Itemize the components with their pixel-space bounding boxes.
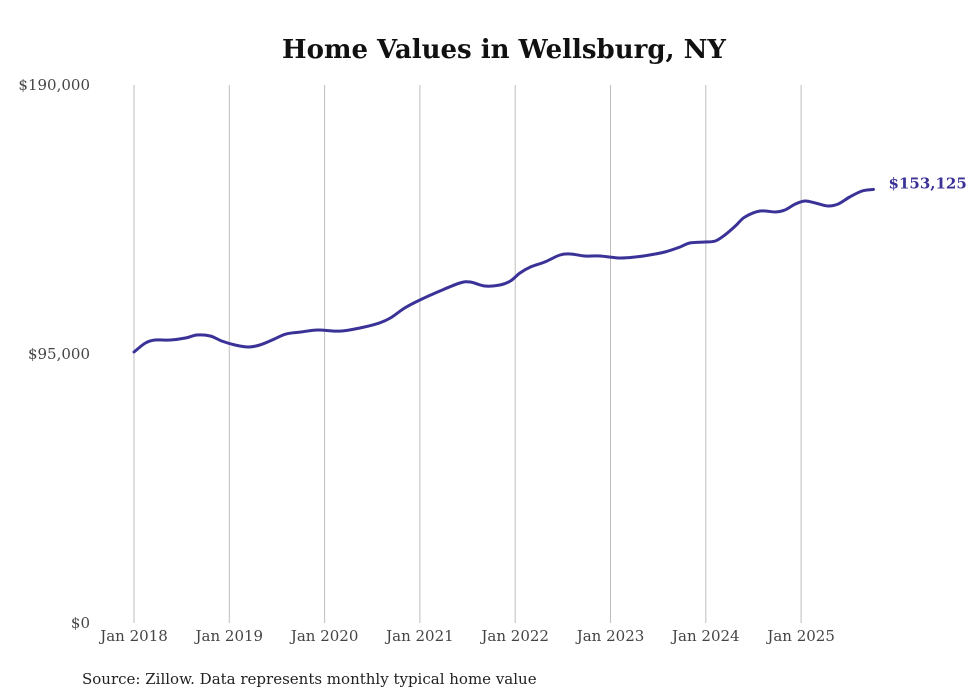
- chart-title: Home Values in Wellsburg, NY: [282, 35, 726, 65]
- x-tick-label: Jan 2018: [98, 627, 168, 645]
- x-axis: Jan 2018 Jan 2019 Jan 2020 Jan 2021 Jan 2022…: [98, 627, 835, 645]
- series-line: [132, 187, 876, 354]
- x-tick-label: Jan 2021: [384, 627, 454, 645]
- x-tick-label: Jan 2019: [194, 627, 264, 645]
- x-tick-label: Jan 2024: [670, 627, 740, 645]
- end-value-label: $153,125: [889, 174, 967, 192]
- y-axis: $0 $95,000 $190,000: [18, 76, 90, 632]
- x-tick-label: Jan 2023: [575, 627, 645, 645]
- y-tick-label: $95,000: [28, 345, 90, 363]
- x-tick-label: Jan 2025: [765, 627, 835, 645]
- x-tick-label: Jan 2020: [289, 627, 359, 645]
- gridlines: [133, 85, 802, 623]
- source-note: Source: Zillow. Data represents monthly …: [82, 670, 537, 688]
- x-tick-label: Jan 2022: [479, 627, 549, 645]
- y-tick-label: $0: [71, 614, 90, 632]
- y-tick-label: $190,000: [18, 76, 90, 94]
